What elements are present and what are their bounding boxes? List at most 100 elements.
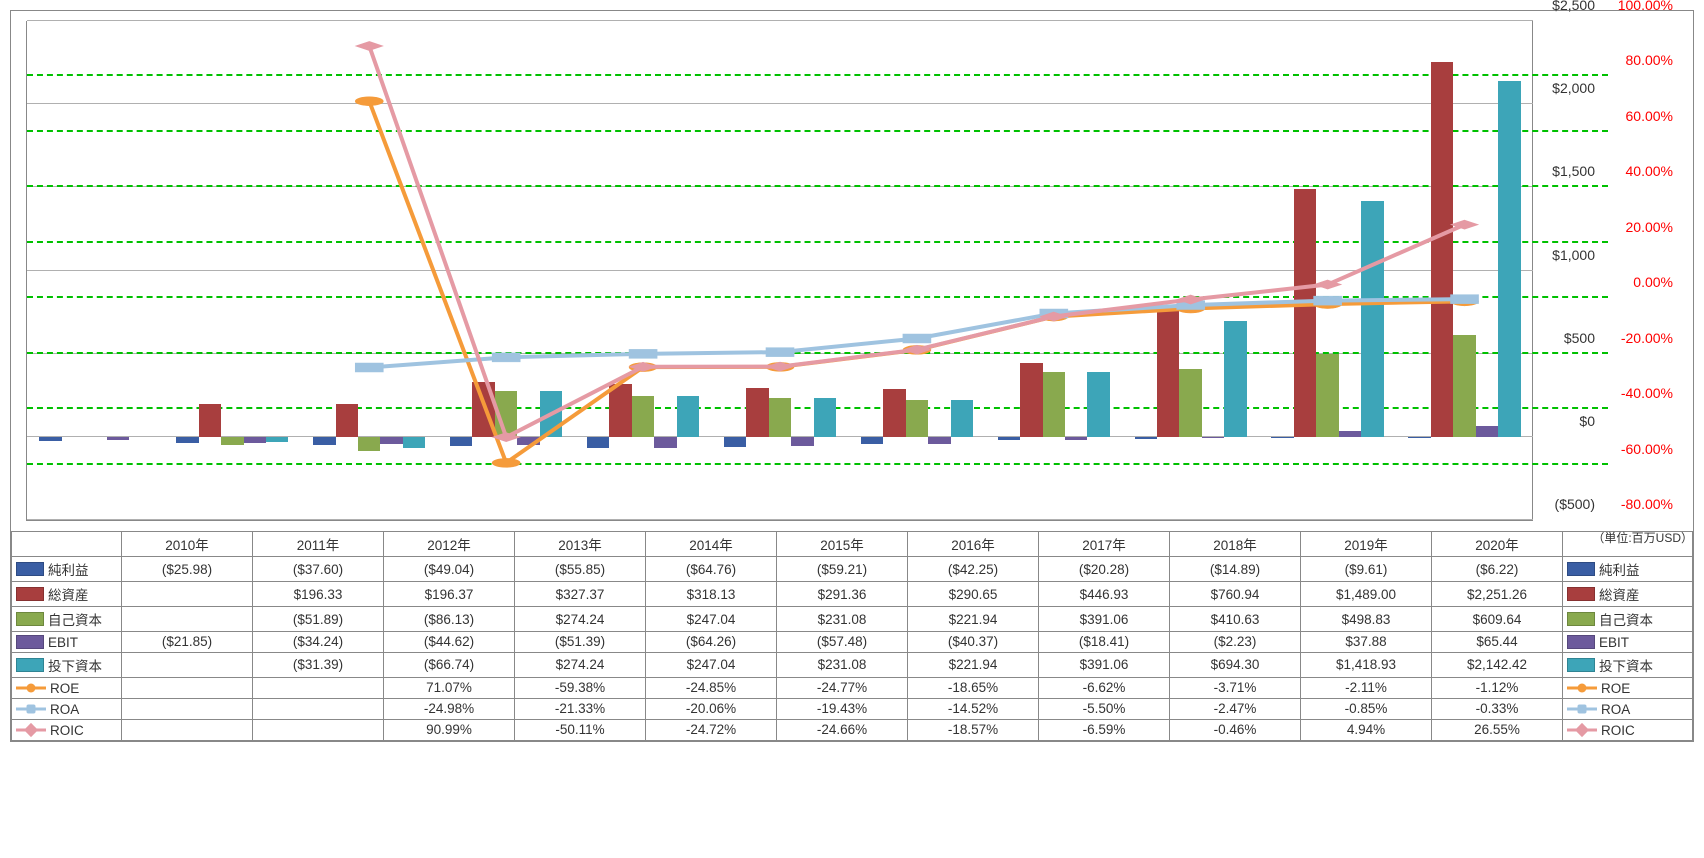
- bar-total_assets: [746, 388, 768, 436]
- data-cell: $65.44: [1432, 632, 1563, 653]
- table-row: ROA-24.98%-21.33%-20.06%-19.43%-14.52%-5…: [12, 698, 1693, 719]
- data-cell: -2.47%: [1170, 698, 1301, 719]
- data-cell: $391.06: [1039, 652, 1170, 677]
- right-axis-tick: -40.00%: [1621, 385, 1673, 401]
- left-axis-tick: $0: [1579, 413, 1595, 429]
- data-cell: $196.33: [253, 582, 384, 607]
- data-cell: 90.99%: [384, 719, 515, 740]
- right-axis-tick: -80.00%: [1621, 496, 1673, 512]
- data-cell: -18.57%: [908, 719, 1039, 740]
- bar-total_assets: [1431, 62, 1453, 436]
- data-cell: [122, 719, 253, 740]
- bar-equity: [1043, 372, 1065, 437]
- table-header-row: 2010年2011年2012年2013年2014年2015年2016年2017年…: [12, 532, 1693, 557]
- bar-equity: [1179, 369, 1201, 437]
- left-axis-tick: $2,500: [1552, 0, 1595, 13]
- data-cell: ($34.24): [253, 632, 384, 653]
- series-label: ROE: [12, 677, 122, 698]
- left-axis-tick: $1,000: [1552, 247, 1595, 263]
- bar-net_income: [39, 437, 61, 441]
- data-cell: ($20.28): [1039, 557, 1170, 582]
- data-cell: -24.72%: [646, 719, 777, 740]
- data-cell: 4.94%: [1301, 719, 1432, 740]
- data-cell: ($59.21): [777, 557, 908, 582]
- data-cell: -2.11%: [1301, 677, 1432, 698]
- data-cell: -14.52%: [908, 698, 1039, 719]
- table-row: 投下資本($31.39)($66.74)$274.24$247.04$231.0…: [12, 652, 1693, 677]
- data-cell: $1,418.93: [1301, 652, 1432, 677]
- bar-equity: [495, 391, 517, 437]
- data-cell: -59.38%: [515, 677, 646, 698]
- data-cell: $391.06: [1039, 607, 1170, 632]
- data-cell: $2,251.26: [1432, 582, 1563, 607]
- data-cell: -1.12%: [1432, 677, 1563, 698]
- data-cell: [122, 652, 253, 677]
- data-cell: -3.71%: [1170, 677, 1301, 698]
- data-cell: $290.65: [908, 582, 1039, 607]
- bar-inv_capital: [1498, 81, 1520, 437]
- data-cell: $274.24: [515, 607, 646, 632]
- data-cell: $231.08: [777, 652, 908, 677]
- bar-ebit: [654, 437, 676, 448]
- data-cell: -24.85%: [646, 677, 777, 698]
- data-cell: -24.66%: [777, 719, 908, 740]
- data-cell: ($40.37): [908, 632, 1039, 653]
- data-cell: $291.36: [777, 582, 908, 607]
- bar-inv_capital: [1087, 372, 1109, 437]
- left-axis-tick: $500: [1564, 330, 1595, 346]
- data-cell: $221.94: [908, 652, 1039, 677]
- bar-ebit: [1476, 426, 1498, 437]
- series-label: ROIC: [12, 719, 122, 740]
- table-row: 純利益($25.98)($37.60)($49.04)($55.85)($64.…: [12, 557, 1693, 582]
- data-cell: $221.94: [908, 607, 1039, 632]
- data-cell: $446.93: [1039, 582, 1170, 607]
- data-cell: ($49.04): [384, 557, 515, 582]
- legend-right: ROE: [1563, 677, 1693, 698]
- bar-net_income: [587, 437, 609, 448]
- series-label: ROA: [12, 698, 122, 719]
- legend-right: 総資産: [1563, 582, 1693, 607]
- bar-inv_capital: [814, 398, 836, 436]
- data-cell: ($64.76): [646, 557, 777, 582]
- bar-ebit: [517, 437, 539, 446]
- bar-ebit: [244, 437, 266, 443]
- data-cell: ($9.61): [1301, 557, 1432, 582]
- bar-net_income: [861, 437, 883, 444]
- bar-inv_capital: [540, 391, 562, 437]
- bar-net_income: [176, 437, 198, 443]
- left-axis-tick: ($500): [1555, 496, 1595, 512]
- bar-equity: [358, 437, 380, 451]
- bar-ebit: [1065, 437, 1087, 440]
- data-cell: 26.55%: [1432, 719, 1563, 740]
- left-axis-tick: $2,000: [1552, 80, 1595, 96]
- data-cell: ($86.13): [384, 607, 515, 632]
- data-cell: ($25.98): [122, 557, 253, 582]
- bar-total_assets: [609, 384, 631, 437]
- chart-area: ($500)$0$500$1,000$1,500$2,000$2,500 -80…: [11, 11, 1693, 531]
- right-axis-tick: 0.00%: [1633, 274, 1673, 290]
- bar-net_income: [313, 437, 335, 445]
- data-cell: -50.11%: [515, 719, 646, 740]
- category-header: 2014年: [646, 532, 777, 557]
- bar-net_income: [1135, 437, 1157, 439]
- data-table: 2010年2011年2012年2013年2014年2015年2016年2017年…: [11, 531, 1693, 741]
- data-cell: [122, 677, 253, 698]
- data-cell: -24.77%: [777, 677, 908, 698]
- bar-net_income: [998, 437, 1020, 440]
- data-cell: [253, 677, 384, 698]
- data-cell: ($51.89): [253, 607, 384, 632]
- category-header: 2016年: [908, 532, 1039, 557]
- data-cell: -18.65%: [908, 677, 1039, 698]
- bar-equity: [632, 396, 654, 437]
- data-cell: $318.13: [646, 582, 777, 607]
- data-cell: -6.62%: [1039, 677, 1170, 698]
- plot-area: ($500)$0$500$1,000$1,500$2,000$2,500 -80…: [26, 21, 1533, 521]
- data-cell: ($14.89): [1170, 557, 1301, 582]
- bar-net_income: [1408, 437, 1430, 438]
- data-cell: [122, 582, 253, 607]
- table-row: ROIC90.99%-50.11%-24.72%-24.66%-18.57%-6…: [12, 719, 1693, 740]
- data-cell: $1,489.00: [1301, 582, 1432, 607]
- bar-inv_capital: [951, 400, 973, 437]
- bar-equity: [1316, 354, 1338, 437]
- category-header: 2015年: [777, 532, 908, 557]
